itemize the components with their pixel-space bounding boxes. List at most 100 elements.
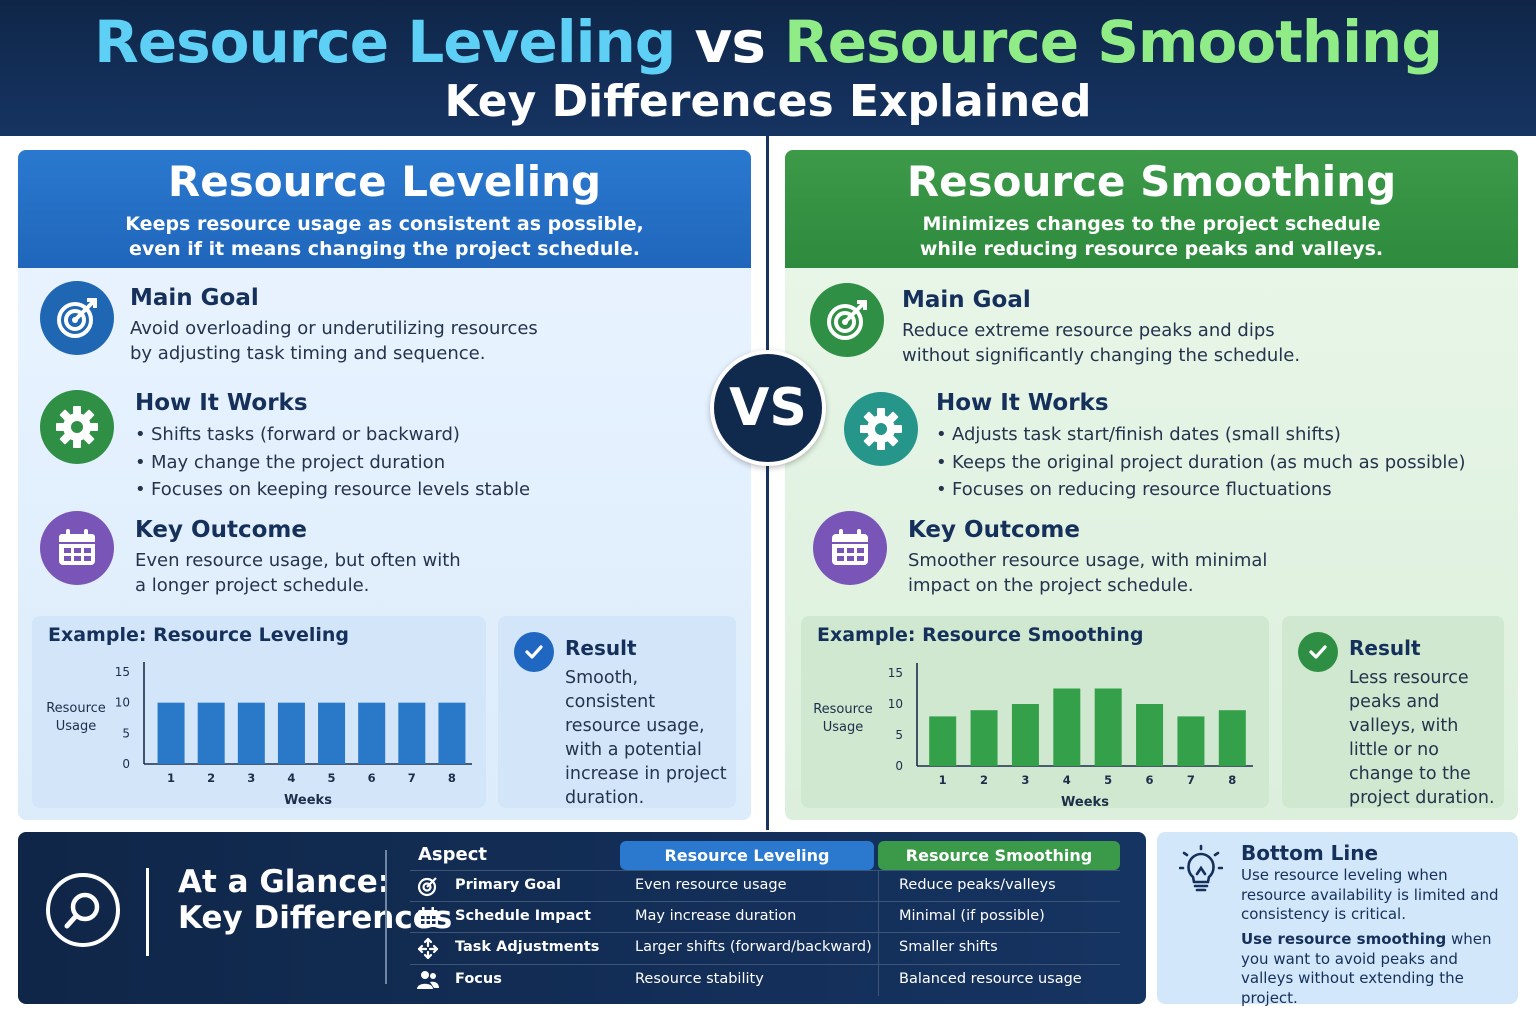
text-line: without significantly changing the sched… [902,345,1301,366]
result-title: Result [1349,636,1421,660]
y-tick-label: 10 [888,697,903,711]
result-text: Less resource peaks and valleys, with li… [1349,668,1495,808]
bar [157,702,185,764]
bar [929,716,957,766]
title-vs: vs [694,8,766,76]
bar [1011,704,1039,766]
gear-icon [844,392,918,466]
section-text: Avoid overloading or underutilizing reso… [130,316,538,366]
glance-separator [146,868,149,956]
table-row: Task Adjustments Larger shifts (forward/… [410,932,1120,964]
magnifier-icon [46,873,120,947]
y-axis-label: Usage [56,719,97,734]
column-divider [878,871,879,902]
x-tick-label: 4 [1063,773,1071,787]
bottom-line-title: Bottom Line [1241,841,1379,865]
list-item: Adjusts task start/finish dates (small s… [936,421,1465,449]
title-leveling: Resource Leveling [94,8,676,76]
result-title: Result [565,636,637,660]
smoothing-chart: Example: Resource Smoothing 0 5 10 15 Resour… [801,616,1269,808]
bar [237,702,265,764]
smoothing-main-goal: Main Goal Reduce extreme resource peaks … [902,286,1300,368]
row-smoothing: Reduce peaks/valleys [899,877,1056,893]
bottom-line-text-2: Use resource smoothing when you want to … [1241,930,1511,1008]
x-tick-label: 2 [980,773,988,787]
chart-title: Example: Resource Smoothing [817,624,1144,646]
glance-separator [385,850,387,984]
lightbulb-icon [1179,844,1223,892]
bottom-line-panel: Bottom Line Use resource leveling when r… [1157,832,1518,1007]
column-divider [878,965,879,996]
x-tick-label: 1 [939,773,947,787]
y-axis-label: Resource [813,702,873,717]
result-text: Smooth, consistent resource usage, with … [565,668,727,808]
title-smoothing: Resource Smoothing [784,8,1443,76]
y-tick-label: 15 [888,666,903,680]
bottom-line-rest: when you want to avoid peaks and valleys… [1241,930,1492,1007]
chart-title: Example: Resource Leveling [48,624,350,646]
target-icon [40,281,114,355]
aspect-header: Aspect [418,844,488,865]
y-tick-label: 10 [115,696,130,710]
bar [1053,688,1081,766]
how-list: Adjusts task start/finish dates (small s… [936,421,1465,504]
row-leveling: Even resource usage [635,877,787,893]
smoothing-desc-line2: while reducing resource peaks and valley… [919,238,1384,260]
row-aspect: Primary Goal [455,877,561,893]
leveling-result: Result Smooth, consistent resource usage… [498,616,736,808]
leveling-chart-svg: 0 5 10 15 Resource Usage 1 2 3 4 5 6 7 8 Weeks [46,662,472,808]
row-aspect: Focus [455,971,502,987]
text-line: Even resource usage, but often with [135,550,461,571]
main-title: Resource Leveling vs Resource Smoothing [0,8,1536,76]
table-row: Schedule Impact May increase duration Mi… [410,901,1120,933]
smoothing-header: Resource Smoothing Minimizes changes to … [785,150,1518,268]
section-title: Main Goal [902,287,1031,313]
section-text: Smoother resource usage, with minimal im… [908,548,1267,598]
section-title: How It Works [936,390,1109,416]
bar [277,702,305,764]
row-leveling: May increase duration [635,908,797,924]
vs-badge: VS [710,350,826,466]
calendar-icon [40,511,114,585]
row-smoothing: Minimal (if possible) [899,908,1045,924]
smoothing-title: Resource Smoothing [906,157,1397,206]
smoothing-desc-line1: Minimizes changes to the project schedul… [922,213,1381,235]
leveling-key-outcome: Key Outcome Even resource usage, but oft… [135,516,461,598]
check-icon [514,632,554,672]
col-header-smoothing: Resource Smoothing [878,841,1120,870]
y-axis-label: Usage [823,720,864,735]
leveling-main-goal: Main Goal Avoid overloading or underutil… [130,284,538,366]
bar [1218,710,1246,766]
target-icon [417,877,437,897]
smoothing-key-outcome: Key Outcome Smoother resource usage, wit… [908,516,1267,598]
x-tick-label: 3 [1021,773,1029,787]
bottom-line-text-1: Use resource leveling when resource avai… [1241,866,1499,923]
text-line: Avoid overloading or underutilizing reso… [130,318,538,339]
glance-title-line1: At a Glance: [178,864,391,900]
page-subtitle: Key Differences Explained [444,76,1092,127]
smoothing-chart-svg: 0 5 10 15 Resource Usage 1 2 3 4 5 6 7 8 Weeks [813,663,1253,808]
x-tick-label: 7 [408,771,416,785]
x-tick-label: 5 [1104,773,1112,787]
x-tick-label: 8 [448,771,456,785]
x-tick-label: 4 [287,771,295,785]
section-title: Main Goal [130,285,259,311]
how-list: Shifts tasks (forward or backward) May c… [135,421,530,504]
smoothing-how-it-works: How It Works Adjusts task start/finish d… [936,389,1465,504]
column-divider [878,933,879,964]
leveling-panel: Resource Leveling Keeps resource usage a… [18,150,751,820]
smoothing-result: Result Less resource peaks and valleys, … [1282,616,1504,808]
people-icon [417,971,439,989]
row-aspect: Schedule Impact [455,908,591,924]
row-leveling: Resource stability [635,971,764,987]
text-line: a longer project schedule. [135,575,370,596]
row-smoothing: Balanced resource usage [899,971,1082,987]
glance-title: At a Glance: Key Differences [178,864,452,936]
leveling-how-it-works: How It Works Shifts tasks (forward or ba… [135,389,530,504]
x-tick-label: 2 [207,771,215,785]
x-tick-label: 8 [1228,773,1236,787]
bar [318,702,346,764]
bar [1094,688,1122,766]
bar [358,702,386,764]
text-line: Smoother resource usage, with minimal [908,550,1268,571]
